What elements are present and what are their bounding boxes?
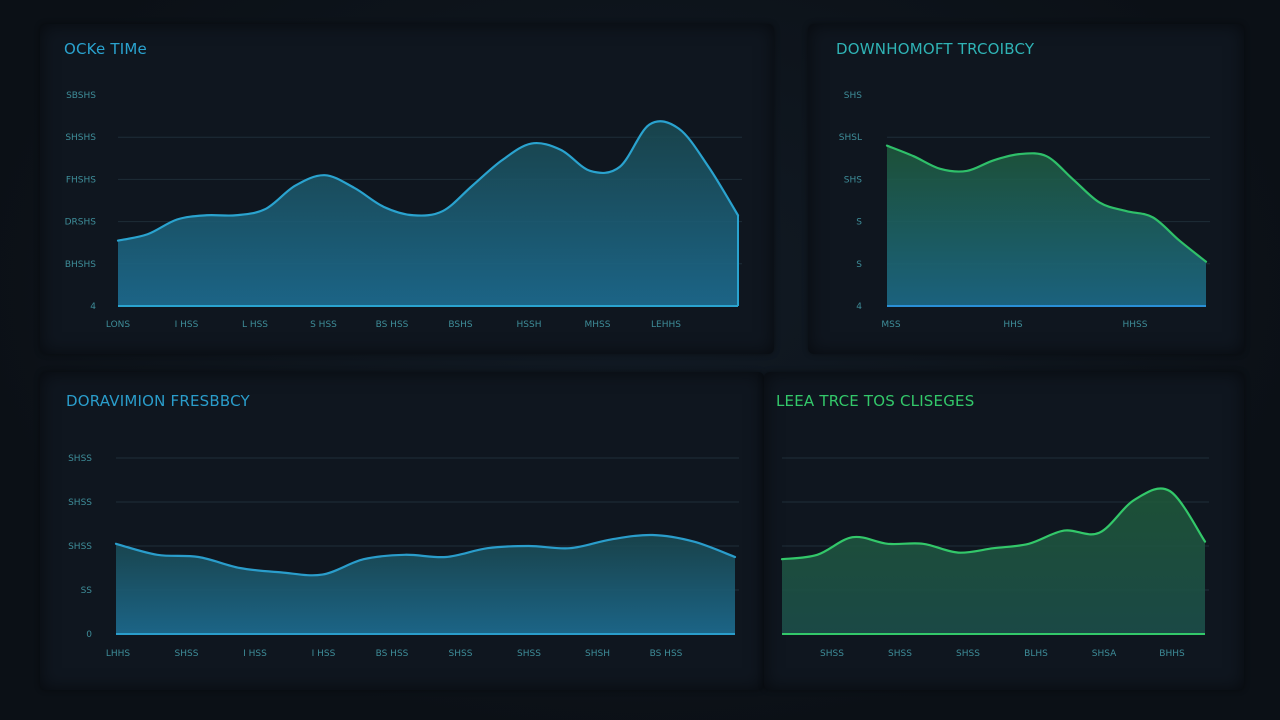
x-tick-label: SHSS — [888, 649, 912, 659]
y-tick-label: 4 — [90, 302, 96, 312]
x-tick-label: BLHS — [1024, 649, 1048, 659]
y-tick-label: FHSHS — [66, 175, 96, 185]
y-tick-label: 4 — [856, 302, 862, 312]
x-tick-label: HHSS — [1123, 320, 1148, 330]
x-tick-label: MSS — [881, 320, 900, 330]
y-tick-label: S — [856, 260, 862, 270]
x-tick-label: MHSS — [585, 320, 611, 330]
chart-1: SBSHS SHSHS FHSHS DRSHS BHSHS 4 LONS I HSS L HSS… — [65, 91, 742, 330]
y-tick-label: SHS — [844, 91, 862, 101]
x-tick-label: I HSS — [175, 320, 199, 330]
series-line — [780, 487, 1207, 561]
series-area — [887, 145, 1206, 306]
x-tick-label: SHSS — [175, 649, 199, 659]
y-tick-label: SHS — [844, 175, 862, 185]
y-tick-label: S — [856, 218, 862, 228]
x-tick-label: I HSS — [312, 649, 336, 659]
x-tick-label: SHSS — [956, 649, 980, 659]
x-tick-label: I HSS — [243, 649, 267, 659]
x-tick-label: LHHS — [106, 649, 131, 659]
y-tick-label: BHSHS — [65, 260, 96, 270]
chart-title-2: DOWNHOMOFT TRCOIBCY — [836, 40, 1035, 58]
series-line — [885, 144, 1208, 263]
x-tick-label: BSHS — [448, 320, 472, 330]
y-tick-label: DRSHS — [65, 218, 97, 228]
x-tick-label: BHHS — [1159, 649, 1185, 659]
chart-2: SHS SHSL SHS S S 4 MSS HHS HHSS — [839, 91, 1210, 330]
x-tick-label: S HSS — [310, 320, 337, 330]
y-tick-label: 0 — [86, 630, 92, 640]
x-tick-label: SHSS — [449, 649, 473, 659]
series-area — [116, 534, 735, 634]
y-tick-label: SHSS — [68, 498, 92, 508]
chart-title-3: DORAVIMION FRESBBCY — [66, 392, 250, 410]
x-tick-label: LONS — [106, 320, 131, 330]
chart-title-1: OCKe TIMe — [64, 40, 147, 58]
series-line — [114, 533, 737, 577]
x-tick-label: BS HSS — [650, 649, 683, 659]
chart-3: SHSS SHSS SHSS SS 0 LHHS SHSS I HSS I HSS BS HSS S… — [68, 454, 739, 659]
y-tick-label: SBSHS — [66, 91, 96, 101]
x-tick-label: HSSH — [517, 320, 542, 330]
y-tick-label: SHSS — [68, 542, 92, 552]
x-tick-label: LEHHS — [651, 320, 681, 330]
x-tick-label: SHSS — [517, 649, 541, 659]
series-area — [118, 121, 738, 306]
series-line — [116, 120, 740, 242]
x-tick-label: BS HSS — [376, 320, 409, 330]
x-tick-label: SHSS — [820, 649, 844, 659]
chart-title-4: LEEA TRCE TOS CLISEGES — [776, 392, 975, 410]
x-tick-label: SHSA — [1092, 649, 1117, 659]
y-tick-label: SHSS — [68, 454, 92, 464]
chart-4: SHSS SHSS SHSS BLHS SHSA BHHS — [780, 457, 1209, 659]
x-tick-label: L HSS — [242, 320, 268, 330]
y-tick-label: SHSHS — [65, 133, 96, 143]
chart-panel-3: DORAVIMION FRESBBCY — [40, 372, 764, 690]
x-tick-label: BS HSS — [376, 649, 409, 659]
series-area — [782, 488, 1205, 634]
y-tick-label: SHSL — [839, 133, 862, 143]
x-tick-label: SHSH — [585, 649, 610, 659]
y-tick-label: SS — [81, 586, 93, 596]
x-tick-label: HHS — [1003, 320, 1023, 330]
